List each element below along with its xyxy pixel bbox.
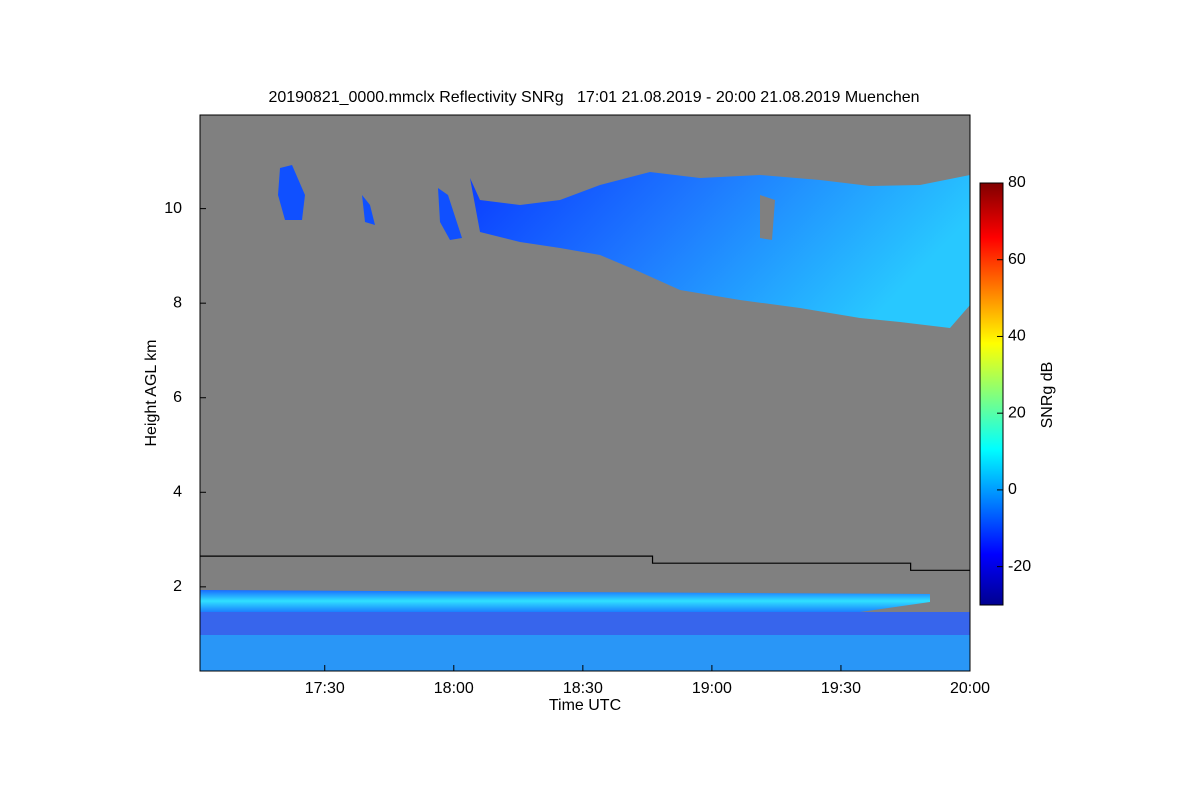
cloud-cell [362,195,375,225]
boundary-layer [200,635,970,671]
x-axis-label: Time UTC [549,697,621,714]
x-tick-label: 18:00 [434,680,474,697]
x-tick-label: 19:30 [821,680,861,697]
colorbar-tick-label: -20 [1008,558,1031,575]
x-tick-label: 20:00 [950,680,990,697]
y-tick-label: 4 [173,484,182,501]
colorbar-tick-label: 60 [1008,251,1026,268]
cloud-cell [278,165,305,220]
colorbar-tick-label: 0 [1008,481,1017,498]
colorbar-tick-label: 40 [1008,328,1026,345]
x-tick-label: 17:30 [305,680,345,697]
colorbar-tick-label: 80 [1008,174,1026,191]
reflectivity-field [200,165,970,671]
x-tick-label: 19:00 [692,680,732,697]
colorbar-tick-label: 20 [1008,404,1026,421]
height-line [200,555,970,571]
y-tick-label: 8 [173,294,182,311]
y-tick-label: 2 [173,578,182,595]
cirrus-layer [470,172,970,328]
cloud-cell [438,188,462,240]
chart-title: 20190821_0000.mmclx Reflectivity SNRg 17… [268,89,919,106]
y-tick-label: 10 [164,200,182,217]
colorbar [979,182,1004,606]
cloud-gap [760,195,775,240]
plot-frame [199,114,971,672]
y-tick-label: 6 [173,389,182,406]
y-axis-label: Height AGL km [143,339,160,446]
x-tick-label: 18:30 [563,680,603,697]
boundary-layer-top [200,590,930,612]
colorbar-label: SNRg dB [1039,362,1056,429]
